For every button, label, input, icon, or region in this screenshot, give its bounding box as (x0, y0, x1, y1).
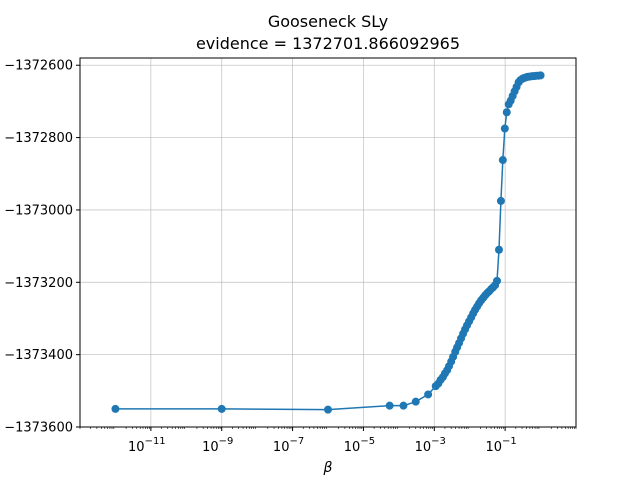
y-axis: −1372600 −1372800 −1373000 −1373200 −1373400… (4, 59, 80, 436)
x-tick-exponent: −5 (360, 436, 375, 447)
data-point (502, 108, 511, 117)
chart-title: Gooseneck SLy (268, 12, 388, 31)
data-point (385, 401, 394, 410)
data-point (217, 404, 226, 413)
data-point (500, 124, 509, 133)
x-tick-label: 10−5 (344, 436, 375, 455)
data-point (399, 401, 408, 410)
x-tick-label: 10−9 (202, 436, 233, 455)
x-tick-exponent: −9 (219, 436, 234, 447)
y-tick-label: −1373000 (4, 203, 73, 218)
data-point (424, 390, 433, 399)
data-point (496, 196, 505, 205)
data-point (324, 405, 332, 414)
plot-frame (79, 57, 577, 428)
data-point (498, 156, 507, 165)
data-point (494, 245, 503, 254)
data-point (411, 397, 420, 406)
x-tick-label: 10−11 (128, 436, 166, 455)
data-point (111, 404, 120, 413)
x-tick-label: 10−3 (415, 436, 446, 455)
chart-subtitle: evidence = 1372701.866092965 (196, 34, 460, 53)
x-axis-label: β (323, 460, 333, 476)
series-layer (111, 71, 545, 414)
y-tick-label: −1373400 (4, 348, 73, 363)
y-tick-label: −1373200 (4, 276, 73, 291)
data-point (493, 276, 502, 285)
x-tick-exponent: −7 (289, 436, 304, 447)
y-tick-label: −1373600 (4, 421, 73, 436)
y-tick-label: −1372800 (4, 131, 73, 146)
x-axis: 10−11 10−9 10−7 10−5 10−3 10−1 (79, 427, 577, 455)
x-tick-label: 10−1 (485, 436, 516, 455)
grid (80, 58, 576, 428)
x-tick-exponent: −11 (145, 436, 166, 447)
data-point (536, 71, 545, 80)
series-line (115, 74, 541, 411)
x-tick-label: 10−7 (273, 436, 304, 455)
x-tick-exponent: −1 (502, 436, 517, 447)
x-tick-exponent: −3 (431, 436, 446, 447)
y-tick-label: −1372600 (4, 59, 73, 74)
